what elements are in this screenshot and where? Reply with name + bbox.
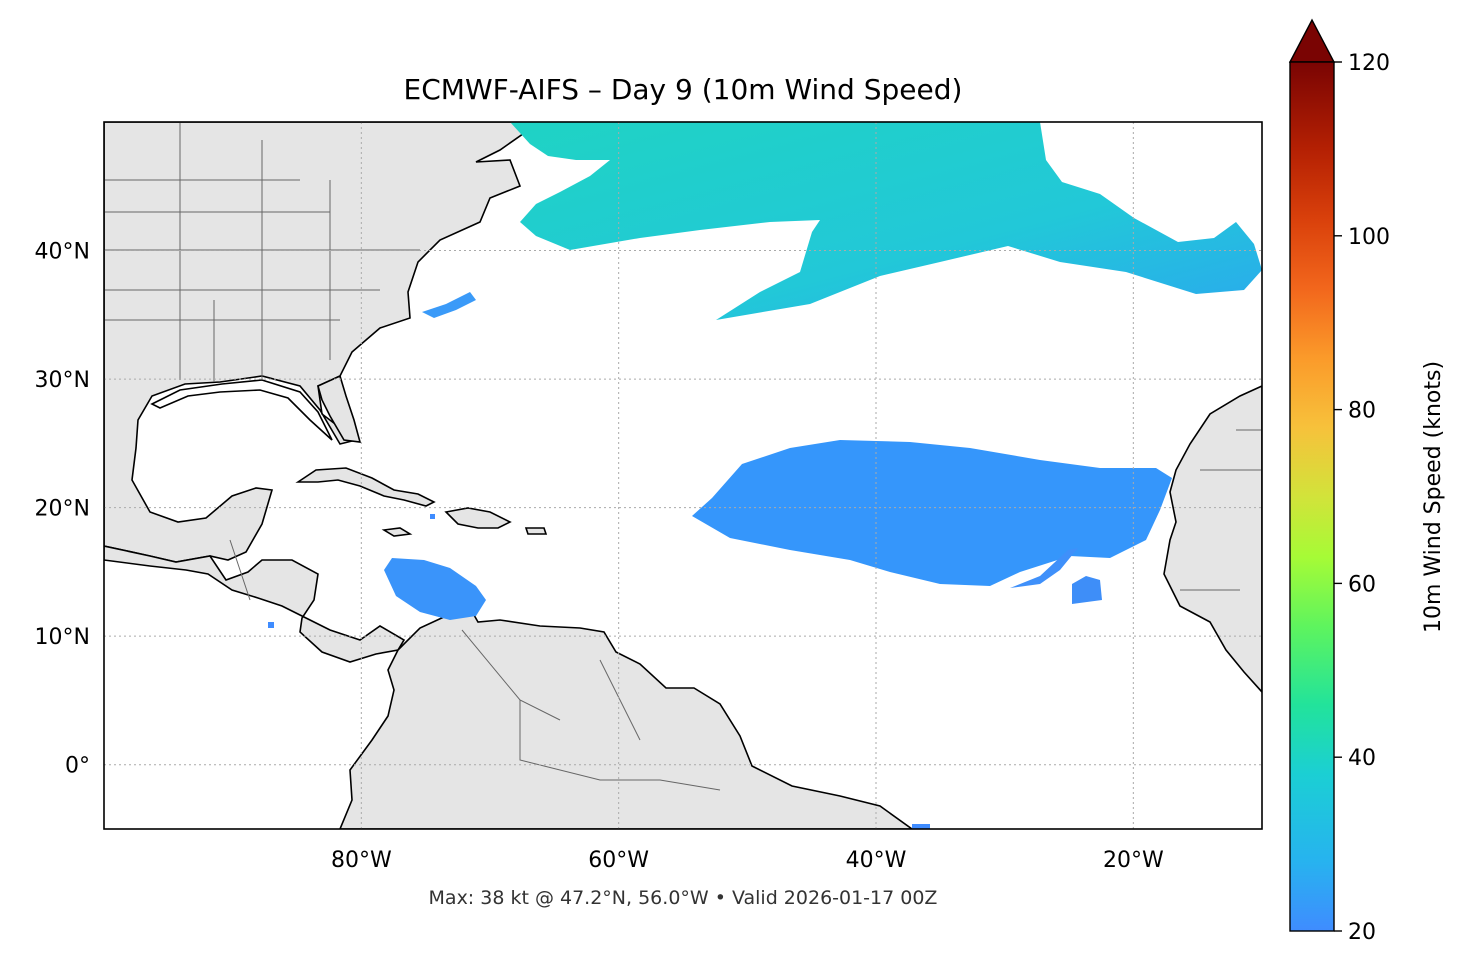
wind-field-brazil-speck <box>912 824 930 829</box>
latitude-tick-labels: 40°N 30°N 20°N 10°N 0° <box>35 240 90 779</box>
map-frame <box>103 121 1263 830</box>
colorbar-extend-arrow <box>1288 18 1336 63</box>
hispaniola-island <box>444 507 512 529</box>
gridlines <box>104 122 1262 829</box>
longitude-tick-labels: 80°W 60°W 40°W 20°W <box>331 848 1164 873</box>
wind-field-caribbean <box>384 558 486 620</box>
wind-field-subtropical-atlantic <box>692 440 1172 586</box>
africa-land <box>1163 385 1262 694</box>
lon-tick-label: 40°W <box>846 848 907 873</box>
gulf-of-mexico-coast <box>150 379 333 441</box>
colorbar-tick-label: 20 <box>1348 920 1376 945</box>
wind-field-streak <box>1010 548 1078 588</box>
lon-tick-label: 80°W <box>331 848 392 873</box>
wind-field-pacific-speck <box>268 622 274 628</box>
south-america-land <box>339 607 914 829</box>
colorbar-label: 10m Wind Speed (knots) <box>1421 361 1446 633</box>
central-america-land <box>104 545 406 663</box>
lat-tick-label: 0° <box>65 754 90 779</box>
wind-field-island-speck <box>430 514 435 519</box>
colorbar-tick-label: 80 <box>1348 399 1376 424</box>
wind-field-carolina <box>422 292 476 318</box>
puerto-rico-island <box>524 527 548 535</box>
lat-tick-label: 30°N <box>35 368 90 393</box>
lat-tick-label: 40°N <box>35 240 90 265</box>
state-borders <box>104 122 1262 791</box>
colorbar-tick-label: 60 <box>1348 572 1376 597</box>
colorbar-tick-label: 100 <box>1348 225 1390 250</box>
colorbar-ticks: 20 40 60 80 100 120 <box>1334 51 1390 945</box>
lat-tick-label: 10°N <box>35 625 90 650</box>
wind-field-canada <box>510 122 1262 320</box>
lon-tick-label: 60°W <box>588 848 649 873</box>
jamaica-island <box>381 527 413 537</box>
wind-field-cape-verde <box>1072 576 1102 604</box>
chart-title: ECMWF-AIFS – Day 9 (10m Wind Speed) <box>404 73 963 106</box>
footer-max-wind: Max: 38 kt @ 47.2°N, 56.0°W • Valid 2026… <box>429 887 938 909</box>
colorbar-tick-label: 120 <box>1348 51 1390 76</box>
lon-tick-label: 20°W <box>1103 848 1164 873</box>
lat-tick-label: 20°N <box>35 497 90 522</box>
colorbar: 20 40 60 80 100 120 10m Wind Speed (knots) <box>1288 18 1446 945</box>
north-america-land <box>104 122 542 563</box>
map-panel <box>104 122 1262 829</box>
cuba-island <box>295 467 436 507</box>
florida-peninsula <box>317 374 362 443</box>
colorbar-gradient <box>1289 61 1335 932</box>
colorbar-tick-label: 40 <box>1348 746 1376 771</box>
